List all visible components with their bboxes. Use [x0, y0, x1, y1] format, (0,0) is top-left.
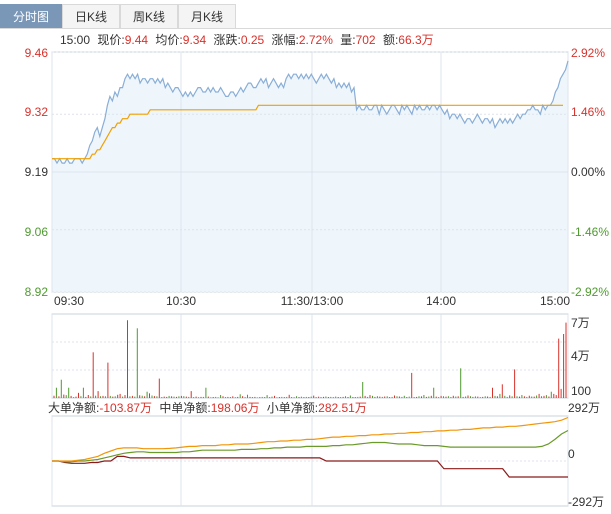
amp-value: 2.72% [299, 33, 333, 47]
flow-series-line-1 [52, 429, 569, 463]
price-tick-left: 9.19 [25, 165, 49, 179]
volume-plot-area [51, 313, 569, 399]
avg-label: 均价: [155, 33, 182, 47]
flow-tick-label: 292万 [568, 401, 600, 415]
flow-series-line-0 [52, 455, 568, 478]
avg-value: 9.34 [183, 33, 207, 47]
volume-value: 702 [356, 33, 376, 47]
flow-panel: 292万 0 -292万 [51, 401, 604, 509]
price-tick-left: 8.92 [25, 285, 49, 299]
avg-price-line [52, 104, 563, 160]
volume-tick-label: 4万 [571, 349, 590, 363]
volume-label: 量: [340, 33, 355, 47]
chart-tab-bar: 分时图 日K线 周K线 月K线 [0, 0, 611, 29]
volume-tick-label: 7万 [571, 316, 590, 330]
time-tick-label: 14:00 [426, 294, 456, 308]
price-label: 现价: [97, 33, 124, 47]
amount-value: 66.3万 [398, 33, 433, 47]
tab-monthly-kline[interactable]: 月K线 [178, 4, 236, 28]
flow-tick-label: 0 [568, 447, 575, 461]
time-tick-label: 15:00 [540, 294, 570, 308]
price-tick-left: 9.46 [25, 46, 49, 60]
percent-tick-right: 0.00% [571, 165, 605, 179]
small-flow-value: 282.51万 [318, 401, 367, 415]
price-panel: 9.46 9.32 9.19 9.06 8.92 2.92% 1.46% 0.00% -1.46… [25, 46, 610, 308]
volume-tick-label: 100 [571, 384, 591, 398]
big-flow-value: -103.87万 [99, 401, 152, 415]
time-tick-label: 11:30/13:00 [281, 294, 344, 308]
price-series-line [52, 60, 569, 165]
price-tick-left: 9.32 [25, 105, 49, 119]
percent-tick-right: 2.92% [571, 46, 605, 60]
mid-flow-label: 中单净额: [159, 400, 210, 415]
quote-time: 15:00 [60, 33, 90, 47]
tab-intraday[interactable]: 分时图 [0, 4, 62, 28]
time-tick-label: 09:30 [54, 294, 84, 308]
flow-legend: 大单净额:-103.87万 中单净额:198.06万 小单净额:282.51万 [48, 400, 367, 415]
flow-tick-label: -292万 [568, 495, 604, 509]
price-value: 9.44 [125, 33, 149, 47]
mid-flow-value: 198.06万 [211, 401, 260, 415]
time-tick-label: 10:30 [166, 294, 196, 308]
small-flow-label: 小单净额: [267, 401, 318, 415]
percent-tick-right: 1.46% [571, 105, 605, 119]
flow-series-line-2 [52, 416, 569, 462]
tab-weekly-kline[interactable]: 周K线 [120, 4, 178, 28]
big-flow-label: 大单净额: [48, 401, 99, 415]
amount-label: 额: [383, 33, 398, 47]
percent-tick-right: -1.46% [571, 225, 609, 239]
volume-panel: 7万 4万 100 [51, 313, 591, 399]
quote-info-line: 15:00 现价:9.44 均价:9.34 涨跌:0.25 涨幅:2.72% 量… [60, 32, 434, 47]
tab-daily-kline[interactable]: 日K线 [62, 4, 120, 28]
change-value: 0.25 [241, 33, 265, 47]
change-label: 涨跌: [213, 32, 240, 47]
percent-tick-right: -2.92% [571, 285, 609, 299]
amp-label: 涨幅: [272, 32, 299, 47]
price-tick-left: 9.06 [25, 225, 49, 239]
